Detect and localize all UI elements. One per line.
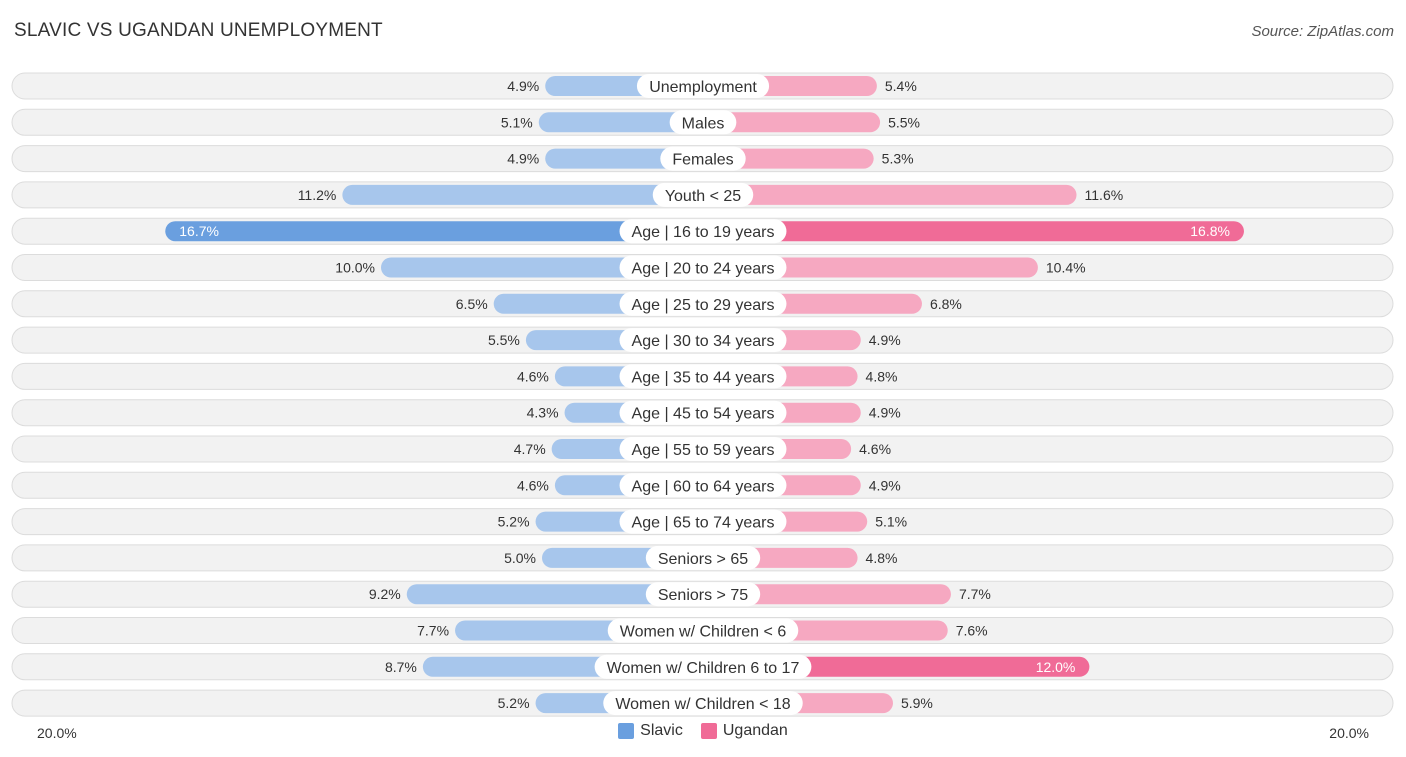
category-label-age-65-to-74-years: Age | 65 to 74 years	[632, 515, 775, 532]
category-label-women-w-children-6-to-17: Women w/ Children 6 to 17	[607, 660, 800, 677]
axis-right-label: 20.0%	[1329, 725, 1369, 741]
category-label-age-20-to-24-years: Age | 20 to 24 years	[632, 261, 775, 278]
category-pill-males	[669, 110, 737, 135]
bar-ugandan-age-16-to-19-years[interactable]	[703, 221, 1244, 242]
category-label-age-35-to-44-years: Age | 35 to 44 years	[632, 369, 775, 386]
value-label-ugandan-females: 5.3%	[882, 151, 914, 167]
value-label-slavic-age-55-to-59-years: 4.7%	[514, 441, 546, 457]
category-pill-seniors-75	[645, 582, 761, 607]
bar-slavic-youth-25[interactable]	[342, 184, 703, 205]
value-label-slavic-age-35-to-44-years: 4.6%	[517, 368, 549, 384]
value-label-slavic-women-w-children-18: 5.2%	[498, 695, 530, 711]
category-label-age-25-to-29-years: Age | 25 to 29 years	[632, 297, 775, 314]
axis-left-label: 20.0%	[37, 725, 77, 741]
value-label-ugandan-women-w-children-6-to-17: 12.0%	[1036, 659, 1076, 675]
category-pill-age-60-to-64-years	[619, 473, 787, 498]
bar-slavic-age-16-to-19-years[interactable]	[165, 221, 703, 242]
bar-ugandan-youth-25[interactable]	[703, 184, 1077, 205]
category-label-age-30-to-34-years: Age | 30 to 34 years	[632, 333, 775, 350]
category-pill-women-w-children-18	[603, 691, 803, 716]
value-label-ugandan-age-20-to-24-years: 10.4%	[1046, 260, 1086, 276]
legend: Slavic Ugandan	[0, 722, 1406, 740]
legend-item-slavic[interactable]: Slavic	[618, 722, 683, 740]
category-label-seniors-75: Seniors > 75	[658, 587, 748, 604]
value-label-ugandan-youth-25: 11.6%	[1085, 187, 1124, 203]
category-pill-age-65-to-74-years	[619, 509, 787, 534]
legend-label-ugandan: Ugandan	[722, 722, 788, 739]
value-label-ugandan-age-30-to-34-years: 4.9%	[869, 332, 901, 348]
bar-ugandan-females[interactable]	[703, 148, 874, 169]
category-label-age-55-to-59-years: Age | 55 to 59 years	[632, 442, 775, 459]
value-label-slavic-females: 4.9%	[507, 151, 539, 167]
category-pill-unemployment	[636, 74, 770, 98]
bar-slavic-males[interactable]	[538, 112, 703, 133]
category-label-females: Females	[672, 152, 733, 169]
value-label-ugandan-women-w-children-6: 7.6%	[956, 623, 988, 639]
value-label-ugandan-seniors-75: 7.7%	[959, 586, 991, 602]
value-label-ugandan-age-65-to-74-years: 5.1%	[875, 514, 907, 530]
source-note: Source: ZipAtlas.com	[1251, 23, 1394, 40]
category-label-age-60-to-64-years: Age | 60 to 64 years	[632, 478, 775, 495]
value-label-slavic-youth-25: 11.2%	[298, 187, 337, 203]
value-label-ugandan-age-25-to-29-years: 6.8%	[930, 296, 962, 312]
category-pill-age-45-to-54-years	[619, 400, 787, 425]
value-label-ugandan-women-w-children-18: 5.9%	[901, 695, 933, 711]
value-label-ugandan-age-45-to-54-years: 4.9%	[869, 405, 901, 421]
value-label-ugandan-age-16-to-19-years: 16.8%	[1190, 223, 1230, 239]
value-label-slavic-age-25-to-29-years: 6.5%	[456, 296, 488, 312]
category-pill-age-16-to-19-years	[619, 219, 787, 244]
value-label-ugandan-males: 5.5%	[888, 114, 920, 130]
category-pill-women-w-children-6	[607, 618, 799, 643]
category-pill-women-w-children-6-to-17	[594, 654, 812, 679]
value-label-slavic-males: 5.1%	[501, 114, 533, 130]
value-label-slavic-age-16-to-19-years: 16.7%	[179, 223, 219, 239]
legend-item-ugandan[interactable]: Ugandan	[700, 722, 788, 740]
value-label-slavic-age-60-to-64-years: 4.6%	[517, 477, 549, 493]
category-label-males: Males	[682, 115, 725, 132]
category-pill-age-35-to-44-years	[619, 364, 787, 389]
category-label-unemployment: Unemployment	[649, 79, 757, 96]
value-label-slavic-age-20-to-24-years: 10.0%	[335, 260, 375, 276]
value-label-slavic-seniors-65: 5.0%	[504, 550, 536, 566]
category-pill-females	[660, 146, 746, 171]
value-label-ugandan-age-60-to-64-years: 4.9%	[869, 477, 901, 493]
value-label-slavic-women-w-children-6-to-17: 8.7%	[385, 659, 417, 675]
value-label-ugandan-age-55-to-59-years: 4.6%	[859, 441, 891, 457]
bar-ugandan-males[interactable]	[703, 112, 881, 133]
value-label-slavic-women-w-children-6: 7.7%	[417, 623, 449, 639]
category-label-age-16-to-19-years: Age | 16 to 19 years	[632, 224, 775, 241]
category-pill-seniors-65	[645, 545, 761, 570]
value-label-slavic-seniors-75: 9.2%	[369, 586, 401, 602]
legend-swatch-slavic	[618, 723, 635, 739]
bar-ugandan-seniors-75[interactable]	[703, 584, 951, 605]
legend-label-slavic: Slavic	[640, 722, 683, 739]
chart-title: SLAVIC VS UGANDAN UNEMPLOYMENT	[14, 20, 383, 41]
category-pill-age-25-to-29-years	[619, 291, 787, 316]
legend-swatch-ugandan	[700, 723, 717, 739]
category-pill-youth-25	[652, 182, 754, 207]
category-pill-age-30-to-34-years	[619, 328, 787, 353]
category-label-women-w-children-18: Women w/ Children < 18	[615, 696, 790, 713]
value-label-slavic-age-45-to-54-years: 4.3%	[527, 405, 559, 421]
value-label-slavic-age-65-to-74-years: 5.2%	[498, 514, 530, 530]
category-label-youth-25: Youth < 25	[665, 188, 741, 205]
value-label-slavic-unemployment: 4.9%	[507, 78, 539, 94]
category-label-age-45-to-54-years: Age | 45 to 54 years	[632, 406, 775, 423]
value-label-ugandan-seniors-65: 4.8%	[866, 550, 898, 566]
value-label-ugandan-unemployment: 5.4%	[885, 78, 917, 94]
category-pill-age-20-to-24-years	[619, 255, 787, 280]
bar-slavic-seniors-75[interactable]	[406, 584, 703, 605]
bar-ugandan-age-20-to-24-years[interactable]	[703, 257, 1038, 278]
value-label-ugandan-age-35-to-44-years: 4.8%	[866, 368, 898, 384]
category-label-women-w-children-6: Women w/ Children < 6	[620, 624, 787, 641]
category-label-seniors-65: Seniors > 65	[658, 551, 748, 568]
category-pill-age-55-to-59-years	[619, 437, 787, 461]
value-label-slavic-age-30-to-34-years: 5.5%	[488, 332, 520, 348]
